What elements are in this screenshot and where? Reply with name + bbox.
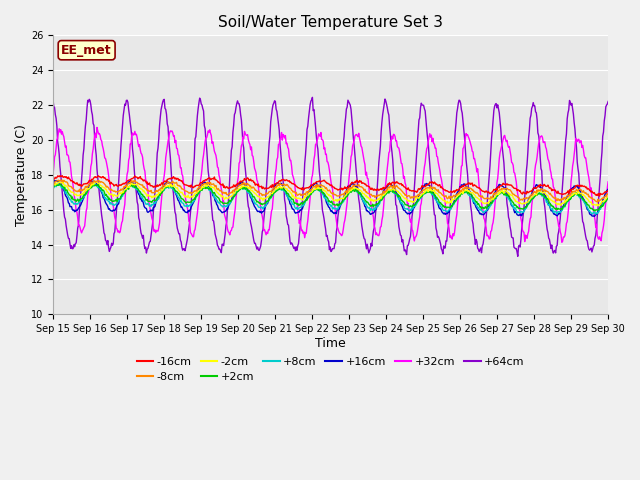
-8cm [604, 191, 612, 196]
-2cm [117, 191, 125, 196]
Line: +8cm: +8cm [53, 184, 608, 215]
+8cm [399, 202, 406, 207]
+8cm [173, 192, 181, 198]
+16cm [60, 187, 68, 193]
+64cm [116, 155, 124, 160]
Legend: -16cm, -8cm, -2cm, +2cm, +8cm, +16cm, +32cm, +64cm: -16cm, -8cm, -2cm, +2cm, +8cm, +16cm, +3… [132, 352, 529, 387]
+64cm [399, 237, 406, 242]
-16cm [58, 173, 66, 179]
+32cm [203, 135, 211, 141]
+2cm [52, 181, 60, 187]
+8cm [117, 196, 125, 202]
+32cm [59, 132, 67, 138]
+32cm [604, 179, 612, 185]
-2cm [60, 181, 68, 187]
Line: +16cm: +16cm [53, 180, 608, 216]
-2cm [173, 185, 181, 191]
-16cm [415, 186, 423, 192]
+32cm [93, 124, 101, 130]
+64cm [604, 98, 612, 104]
Line: +2cm: +2cm [53, 184, 608, 211]
+8cm [49, 186, 57, 192]
-16cm [60, 174, 68, 180]
+16cm [590, 214, 598, 219]
+8cm [604, 195, 612, 201]
+64cm [514, 253, 522, 259]
-8cm [593, 199, 601, 205]
-8cm [60, 178, 68, 183]
+2cm [49, 185, 57, 191]
+2cm [415, 196, 423, 202]
Line: -16cm: -16cm [53, 176, 608, 196]
+8cm [60, 186, 68, 192]
+32cm [49, 172, 57, 178]
-8cm [203, 180, 211, 186]
Line: +32cm: +32cm [53, 127, 608, 242]
-2cm [595, 203, 602, 209]
Title: Soil/Water Temperature Set 3: Soil/Water Temperature Set 3 [218, 15, 443, 30]
+64cm [173, 220, 180, 226]
-16cm [203, 177, 211, 183]
+2cm [117, 194, 125, 200]
+64cm [202, 137, 210, 143]
-16cm [596, 193, 604, 199]
Line: +64cm: +64cm [53, 97, 608, 256]
+32cm [399, 166, 406, 172]
+2cm [60, 185, 68, 191]
+32cm [117, 225, 125, 230]
X-axis label: Time: Time [315, 337, 346, 350]
-16cm [604, 188, 612, 193]
+8cm [203, 185, 211, 191]
-2cm [203, 183, 211, 189]
-16cm [173, 176, 181, 181]
-8cm [49, 180, 57, 186]
+2cm [591, 208, 599, 214]
+16cm [203, 181, 211, 187]
+64cm [308, 95, 316, 100]
-2cm [604, 193, 612, 199]
+2cm [203, 184, 211, 190]
-2cm [399, 193, 406, 199]
+16cm [399, 205, 406, 211]
+32cm [558, 240, 566, 245]
+16cm [173, 195, 181, 201]
-16cm [399, 182, 406, 188]
Text: EE_met: EE_met [61, 44, 112, 57]
+8cm [415, 198, 423, 204]
+64cm [49, 97, 57, 103]
+8cm [54, 181, 62, 187]
-8cm [399, 189, 406, 195]
-8cm [173, 182, 181, 188]
+16cm [52, 178, 60, 183]
+2cm [399, 198, 406, 204]
Line: -8cm: -8cm [53, 180, 608, 202]
-16cm [49, 177, 57, 182]
+8cm [592, 212, 600, 217]
+64cm [59, 199, 67, 204]
+32cm [173, 146, 181, 152]
+16cm [117, 194, 125, 200]
+64cm [415, 117, 423, 123]
-16cm [117, 182, 125, 188]
+2cm [604, 195, 612, 201]
Y-axis label: Temperature (C): Temperature (C) [15, 124, 28, 226]
Line: -2cm: -2cm [53, 182, 608, 206]
+16cm [415, 193, 423, 199]
-8cm [117, 186, 125, 192]
-2cm [49, 182, 57, 188]
-8cm [57, 177, 65, 183]
-2cm [55, 179, 63, 185]
-8cm [415, 192, 423, 198]
+16cm [49, 181, 57, 187]
+2cm [173, 189, 181, 195]
+16cm [604, 186, 612, 192]
+32cm [415, 218, 423, 224]
-2cm [415, 195, 423, 201]
